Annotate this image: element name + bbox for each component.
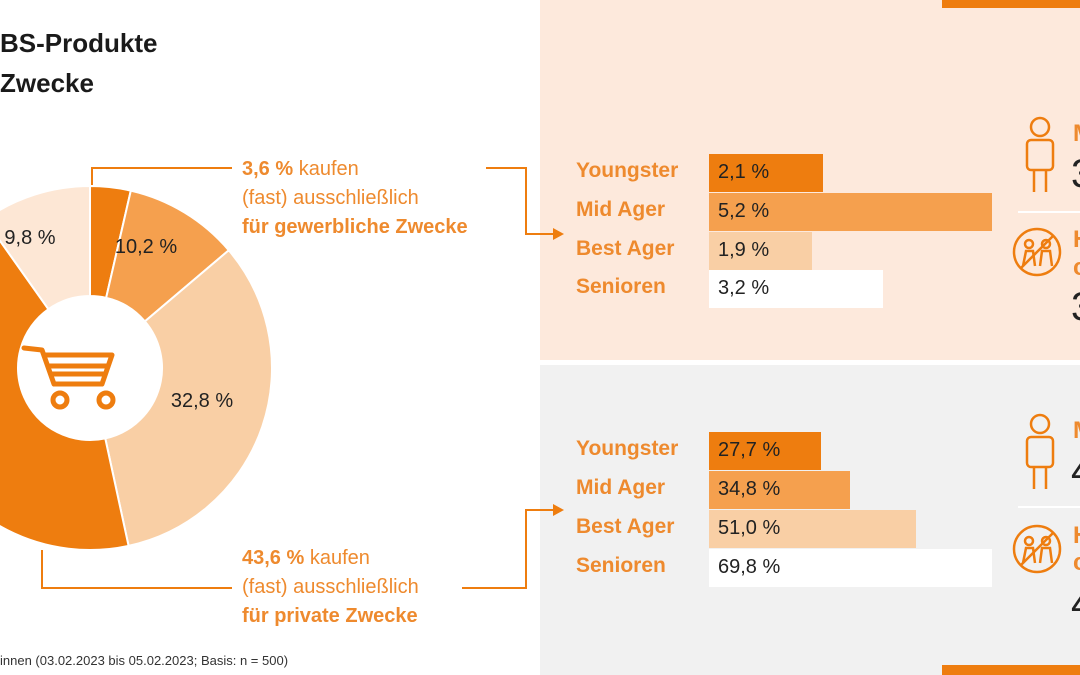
bar-category-label: Senioren	[576, 275, 666, 298]
bar-value-label: 69,8 %	[718, 556, 781, 578]
right-top-num1: 3	[1071, 152, 1080, 197]
right-bottom-letter2: H	[1073, 522, 1080, 550]
connector-private	[41, 504, 564, 589]
bar-category-label: Best Ager	[576, 237, 675, 260]
right-top-letter2: H	[1073, 226, 1080, 254]
donut-slice-label: 9,8 %	[4, 227, 55, 249]
donut-slice-label: 10,2 %	[115, 236, 177, 258]
person-icon	[1025, 116, 1055, 192]
bar	[709, 510, 916, 548]
page-title-line1: BS-Produkte	[0, 28, 158, 58]
right-top-letter2b: c	[1073, 254, 1080, 281]
page-title-line2: Zwecke	[0, 68, 94, 98]
right-bottom-letter2b: c	[1073, 549, 1080, 576]
right-top-num2: 3	[1071, 285, 1080, 330]
accent-bar-bottom	[942, 665, 1080, 675]
bar-value-label: 27,7 %	[718, 439, 781, 461]
bar-category-label: Senioren	[576, 554, 666, 577]
bar	[709, 432, 821, 470]
bar	[709, 154, 823, 192]
divider-bottom	[1018, 506, 1080, 508]
annotation-private-text3: für private Zwecke	[242, 605, 418, 627]
annotation-business-text3: für gewerbliche Zwecke	[242, 216, 468, 238]
bar-value-label: 2,1 %	[718, 161, 770, 183]
bar	[709, 193, 992, 231]
donut-labels: 10,2 % 32,8 % 9,8 %	[4, 227, 233, 412]
bar-value-label: 3,2 %	[718, 277, 770, 299]
annotation-business-text1: kaufen	[293, 158, 359, 180]
shopping-cart-icon	[21, 345, 116, 410]
annotation-private-value: 43,6 %	[242, 547, 305, 569]
donut-slice-label: 32,8 %	[171, 390, 233, 412]
bar-value-label: 34,8 %	[718, 478, 781, 500]
person-icon	[1025, 413, 1055, 489]
bar-category-label: Mid Ager	[576, 198, 666, 221]
donut-slice	[0, 184, 91, 311]
right-top-letter1: M	[1073, 120, 1080, 148]
right-bottom-num1: 4	[1071, 449, 1080, 494]
connector-business	[91, 167, 564, 240]
source-note: innen (03.02.2023 bis 05.02.2023; Basis:…	[0, 653, 289, 668]
divider-top	[1018, 211, 1080, 213]
bar	[709, 270, 883, 308]
donut-slice	[0, 239, 130, 551]
annotation-business: 3,6 % kaufen (fast) ausschließlich für g…	[242, 155, 468, 242]
annotation-private-text2: (fast) ausschließlich	[242, 576, 419, 598]
annotation-private: 43,6 % kaufen (fast) ausschließlich für …	[242, 544, 419, 631]
annotation-business-value: 3,6 %	[242, 158, 294, 180]
accent-bar-top	[942, 0, 1080, 8]
bar-category-label: Youngster	[576, 437, 679, 460]
donut-slices	[0, 184, 273, 551]
bar-category-label: Best Ager	[576, 515, 675, 538]
no-family-icon	[1012, 524, 1062, 574]
right-bottom-num2: 4	[1071, 582, 1080, 627]
no-family-icon	[1012, 227, 1062, 277]
annotation-private-text1: kaufen	[304, 547, 370, 569]
bar-value-label: 1,9 %	[718, 239, 770, 261]
bar	[709, 232, 812, 270]
right-bottom-letter1: M	[1073, 417, 1080, 445]
donut-slice	[104, 248, 273, 548]
bar-value-label: 5,2 %	[718, 200, 770, 222]
bar	[709, 549, 992, 587]
bar-category-label: Mid Ager	[576, 476, 666, 499]
bar-value-label: 51,0 %	[718, 517, 781, 539]
bar-category-label: Youngster	[576, 159, 679, 182]
bar	[709, 471, 850, 509]
annotation-business-text2: (fast) ausschließlich	[242, 187, 419, 209]
